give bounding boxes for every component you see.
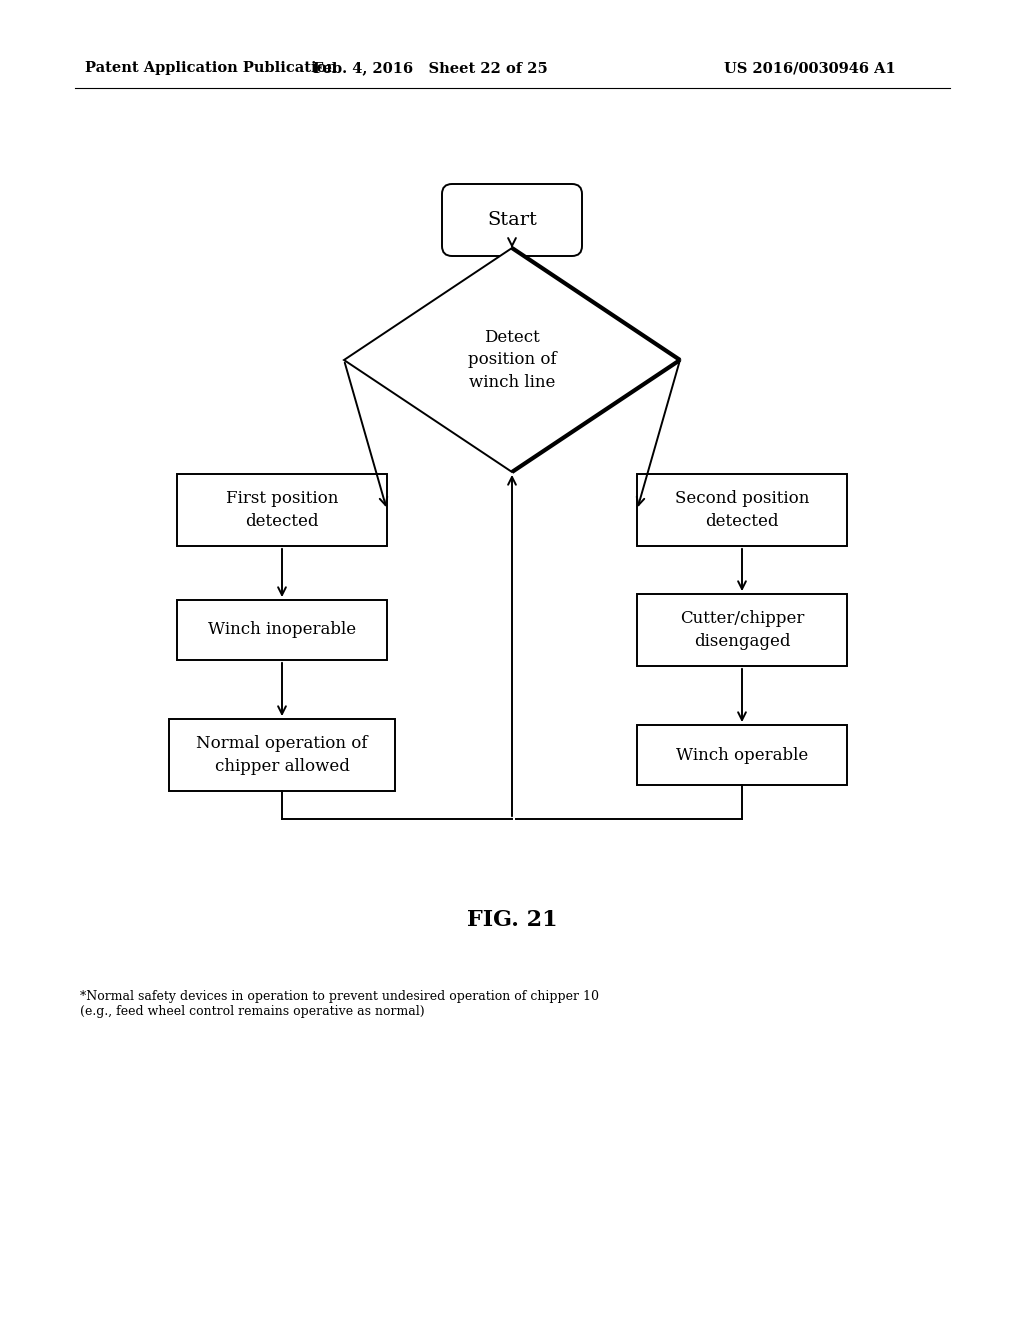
Text: Cutter/chipper
disengaged: Cutter/chipper disengaged	[680, 610, 804, 649]
Text: US 2016/0030946 A1: US 2016/0030946 A1	[724, 61, 896, 75]
Bar	[177, 474, 387, 546]
Text: Second position
detected: Second position detected	[675, 491, 809, 529]
Text: FIG. 21: FIG. 21	[467, 909, 557, 931]
Bar	[177, 601, 387, 660]
Polygon shape	[344, 248, 680, 473]
Text: Normal operation of
chipper allowed: Normal operation of chipper allowed	[197, 735, 368, 775]
Text: Feb. 4, 2016   Sheet 22 of 25: Feb. 4, 2016 Sheet 22 of 25	[312, 61, 548, 75]
Text: Start: Start	[487, 211, 537, 228]
Text: Detect
position of
winch line: Detect position of winch line	[468, 329, 556, 391]
Text: First position
detected: First position detected	[226, 491, 338, 529]
Text: Patent Application Publication: Patent Application Publication	[85, 61, 337, 75]
Bar	[637, 725, 847, 785]
Text: Winch inoperable: Winch inoperable	[208, 622, 356, 639]
Bar	[637, 594, 847, 667]
Bar	[637, 474, 847, 546]
Bar	[169, 719, 395, 791]
Text: Winch operable: Winch operable	[676, 747, 808, 763]
Text: *Normal safety devices in operation to prevent undesired operation of chipper 10: *Normal safety devices in operation to p…	[80, 990, 599, 1018]
FancyBboxPatch shape	[442, 183, 582, 256]
